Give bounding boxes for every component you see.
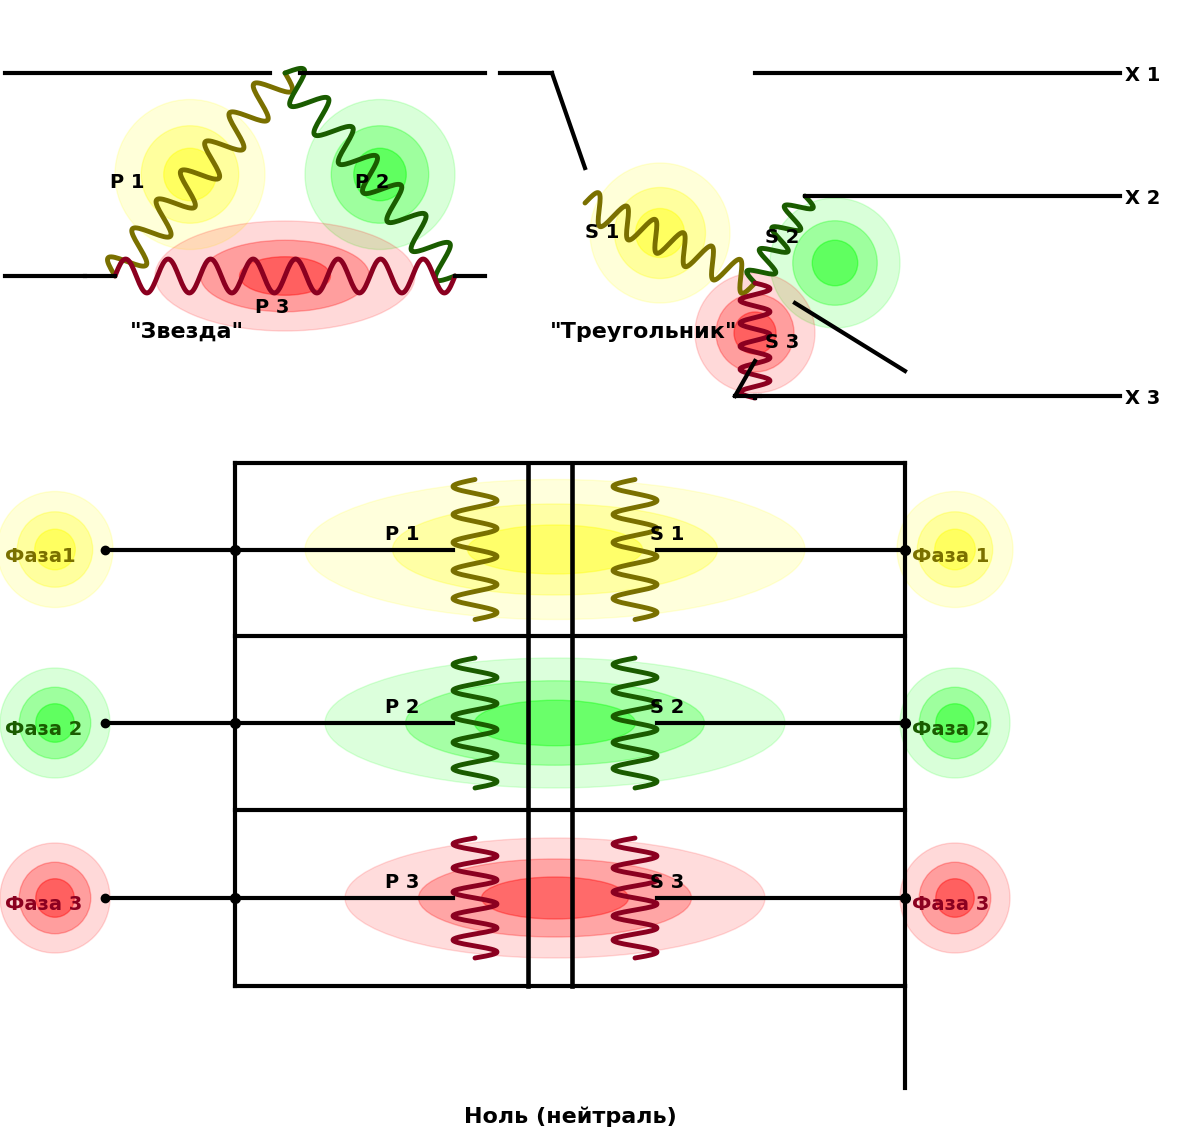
Circle shape xyxy=(142,126,239,223)
Text: X 2: X 2 xyxy=(1126,189,1160,208)
Circle shape xyxy=(17,512,92,587)
Circle shape xyxy=(919,862,991,933)
Text: Фаза 1: Фаза 1 xyxy=(912,546,989,566)
Ellipse shape xyxy=(392,504,718,595)
Text: Ноль (нейтраль): Ноль (нейтраль) xyxy=(463,1107,677,1127)
Ellipse shape xyxy=(200,240,370,312)
Circle shape xyxy=(36,878,74,917)
Circle shape xyxy=(812,240,858,286)
Circle shape xyxy=(0,491,113,607)
Circle shape xyxy=(163,148,216,201)
Circle shape xyxy=(695,273,815,393)
Ellipse shape xyxy=(481,877,629,920)
Circle shape xyxy=(590,163,730,303)
Circle shape xyxy=(19,862,91,933)
Ellipse shape xyxy=(305,480,805,620)
Ellipse shape xyxy=(468,525,642,574)
Circle shape xyxy=(0,843,110,953)
Text: S 2: S 2 xyxy=(650,698,684,718)
Ellipse shape xyxy=(155,222,415,331)
Ellipse shape xyxy=(419,859,691,937)
Circle shape xyxy=(793,220,877,305)
Text: Фаза 3: Фаза 3 xyxy=(5,895,83,914)
Circle shape xyxy=(305,100,455,249)
Text: "Треугольник": "Треугольник" xyxy=(550,321,738,342)
Text: Р 2: Р 2 xyxy=(385,698,420,718)
Circle shape xyxy=(35,529,76,569)
Circle shape xyxy=(770,197,900,328)
Circle shape xyxy=(115,100,265,249)
Text: S 3: S 3 xyxy=(650,872,684,892)
Circle shape xyxy=(900,843,1010,953)
Circle shape xyxy=(636,209,684,257)
Text: P 2: P 2 xyxy=(355,173,390,192)
Text: "Звезда": "Звезда" xyxy=(130,321,244,342)
Circle shape xyxy=(898,491,1013,607)
Ellipse shape xyxy=(474,700,636,746)
Circle shape xyxy=(935,529,976,569)
Text: Фаза1: Фаза1 xyxy=(5,546,76,566)
Circle shape xyxy=(734,312,776,354)
Circle shape xyxy=(36,704,74,743)
Circle shape xyxy=(614,187,706,279)
Circle shape xyxy=(716,294,794,372)
Ellipse shape xyxy=(346,838,766,957)
Text: S 2: S 2 xyxy=(766,228,799,247)
Text: S 1: S 1 xyxy=(650,525,684,543)
Text: P 3: P 3 xyxy=(254,298,289,317)
Text: Фаза 2: Фаза 2 xyxy=(5,720,83,739)
Circle shape xyxy=(19,688,91,759)
Circle shape xyxy=(917,512,992,587)
Text: S 3: S 3 xyxy=(766,333,799,352)
Circle shape xyxy=(936,878,974,917)
Text: Фаза 2: Фаза 2 xyxy=(912,720,989,739)
Text: Р 3: Р 3 xyxy=(385,872,419,892)
Ellipse shape xyxy=(325,658,785,788)
Text: X 3: X 3 xyxy=(1126,389,1160,408)
Text: X 1: X 1 xyxy=(1126,65,1160,85)
Circle shape xyxy=(919,688,991,759)
Text: Фаза 3: Фаза 3 xyxy=(912,895,989,914)
Text: P 1: P 1 xyxy=(110,173,144,192)
Text: Р 1: Р 1 xyxy=(385,525,420,543)
Text: S 1: S 1 xyxy=(586,223,619,242)
Circle shape xyxy=(354,148,407,201)
Circle shape xyxy=(0,668,110,778)
Circle shape xyxy=(900,668,1010,778)
Circle shape xyxy=(936,704,974,743)
Ellipse shape xyxy=(240,257,330,295)
Circle shape xyxy=(331,126,428,223)
Ellipse shape xyxy=(406,681,704,766)
